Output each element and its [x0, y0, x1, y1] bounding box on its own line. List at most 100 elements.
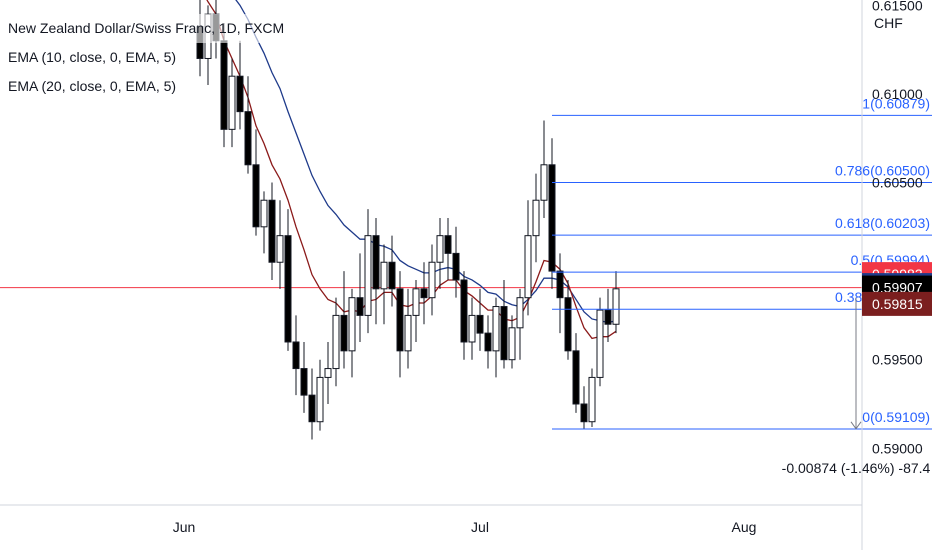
candle[interactable] — [588, 368, 596, 428]
ema20-path — [235, 0, 617, 324]
candle-body — [596, 309, 604, 378]
candle[interactable] — [508, 315, 516, 369]
candle-body — [268, 199, 276, 263]
candle[interactable] — [284, 209, 292, 351]
candle[interactable] — [388, 235, 396, 307]
candle-body — [508, 327, 516, 361]
candle[interactable] — [380, 244, 388, 325]
candle[interactable] — [404, 288, 412, 369]
candle[interactable] — [316, 359, 324, 431]
candle-body — [492, 306, 500, 352]
chart-legend: New Zealand Dollar/Swiss Franc, 1D, FXCM… — [8, 14, 285, 101]
candle[interactable] — [276, 200, 284, 289]
candle[interactable] — [396, 271, 404, 378]
candle[interactable] — [540, 120, 548, 218]
measure-arrow-head — [850, 421, 862, 430]
candle[interactable] — [348, 288, 356, 378]
candle-body — [380, 261, 388, 290]
fib-label-0-786: 0.786(0.60500) — [835, 163, 930, 179]
candle[interactable] — [460, 271, 468, 360]
x-tick-label: Jul — [471, 519, 489, 535]
price-badge-bg — [862, 291, 932, 316]
y-tick-label: 0.61000 — [872, 86, 923, 102]
candle[interactable] — [476, 288, 484, 351]
candle[interactable] — [452, 226, 460, 298]
candle-body — [292, 341, 300, 370]
candle-body — [372, 235, 380, 290]
candle[interactable] — [500, 279, 508, 369]
candle[interactable] — [532, 173, 540, 263]
candle[interactable] — [244, 76, 252, 174]
candle[interactable] — [612, 271, 620, 334]
candle[interactable] — [308, 368, 316, 440]
candle[interactable] — [260, 191, 268, 254]
candle-body — [612, 288, 620, 325]
candle[interactable] — [300, 341, 308, 413]
candle[interactable] — [292, 315, 300, 396]
candle-body — [316, 376, 324, 423]
legend-ema20[interactable]: EMA (20, close, 0, EMA, 5) — [8, 78, 177, 94]
candle[interactable] — [428, 244, 436, 316]
candle-body — [580, 403, 588, 423]
candle-body — [484, 332, 492, 352]
candle-body — [556, 270, 564, 299]
fib-label-1: 1(0.60879) — [862, 95, 930, 111]
candle[interactable] — [596, 297, 604, 387]
candle-body — [524, 235, 532, 299]
candle-body — [348, 297, 356, 352]
price-badge-label: 0.59907 — [872, 280, 923, 296]
candle[interactable] — [524, 200, 532, 316]
candle-body — [604, 309, 612, 325]
candle[interactable] — [332, 297, 340, 387]
legend-title[interactable]: New Zealand Dollar/Swiss Franc, 1D, FXCM — [8, 14, 285, 43]
candle-body — [364, 235, 372, 316]
candle[interactable] — [572, 333, 580, 413]
legend-ema10[interactable]: EMA (10, close, 0, EMA, 5) — [8, 49, 177, 65]
candle[interactable] — [444, 217, 452, 280]
candle[interactable] — [420, 262, 428, 325]
candle[interactable] — [548, 138, 556, 289]
candle-body — [412, 288, 420, 316]
candle-body — [404, 314, 412, 352]
candle[interactable] — [268, 182, 276, 280]
candle[interactable] — [484, 315, 492, 369]
candle[interactable] — [236, 40, 244, 130]
candle[interactable] — [324, 341, 332, 404]
candle[interactable] — [436, 217, 444, 289]
candle-body — [420, 288, 428, 299]
candle-body — [228, 75, 236, 130]
candle[interactable] — [340, 271, 348, 369]
x-tick-label: Aug — [732, 519, 757, 535]
ema20-line — [235, 0, 617, 324]
candle-body — [436, 235, 444, 263]
candle[interactable] — [604, 288, 612, 342]
candle[interactable] — [516, 288, 524, 360]
candle[interactable] — [356, 253, 364, 342]
currency-label: CHF — [874, 15, 903, 31]
candle[interactable] — [580, 386, 588, 429]
candle-body — [460, 279, 468, 343]
candle[interactable] — [228, 58, 236, 148]
candle[interactable] — [556, 253, 564, 334]
candle[interactable] — [252, 129, 260, 236]
candle-body — [564, 297, 572, 352]
candle-body — [260, 199, 268, 228]
candle-body — [452, 252, 460, 281]
candle-body — [516, 297, 524, 329]
candle-body — [236, 75, 244, 113]
candle[interactable] — [372, 217, 380, 325]
candle-body — [244, 111, 252, 166]
candle-body — [588, 376, 596, 423]
candle[interactable] — [364, 209, 372, 334]
candle[interactable] — [468, 297, 476, 360]
price-range-measure[interactable]: -0.00874 (-1.46%) -87.4 — [782, 297, 931, 476]
candle-body — [540, 164, 548, 201]
candle[interactable] — [492, 297, 500, 378]
candle[interactable] — [564, 279, 572, 360]
price-badge: 0.59815 — [862, 291, 932, 316]
candle[interactable] — [412, 279, 420, 342]
